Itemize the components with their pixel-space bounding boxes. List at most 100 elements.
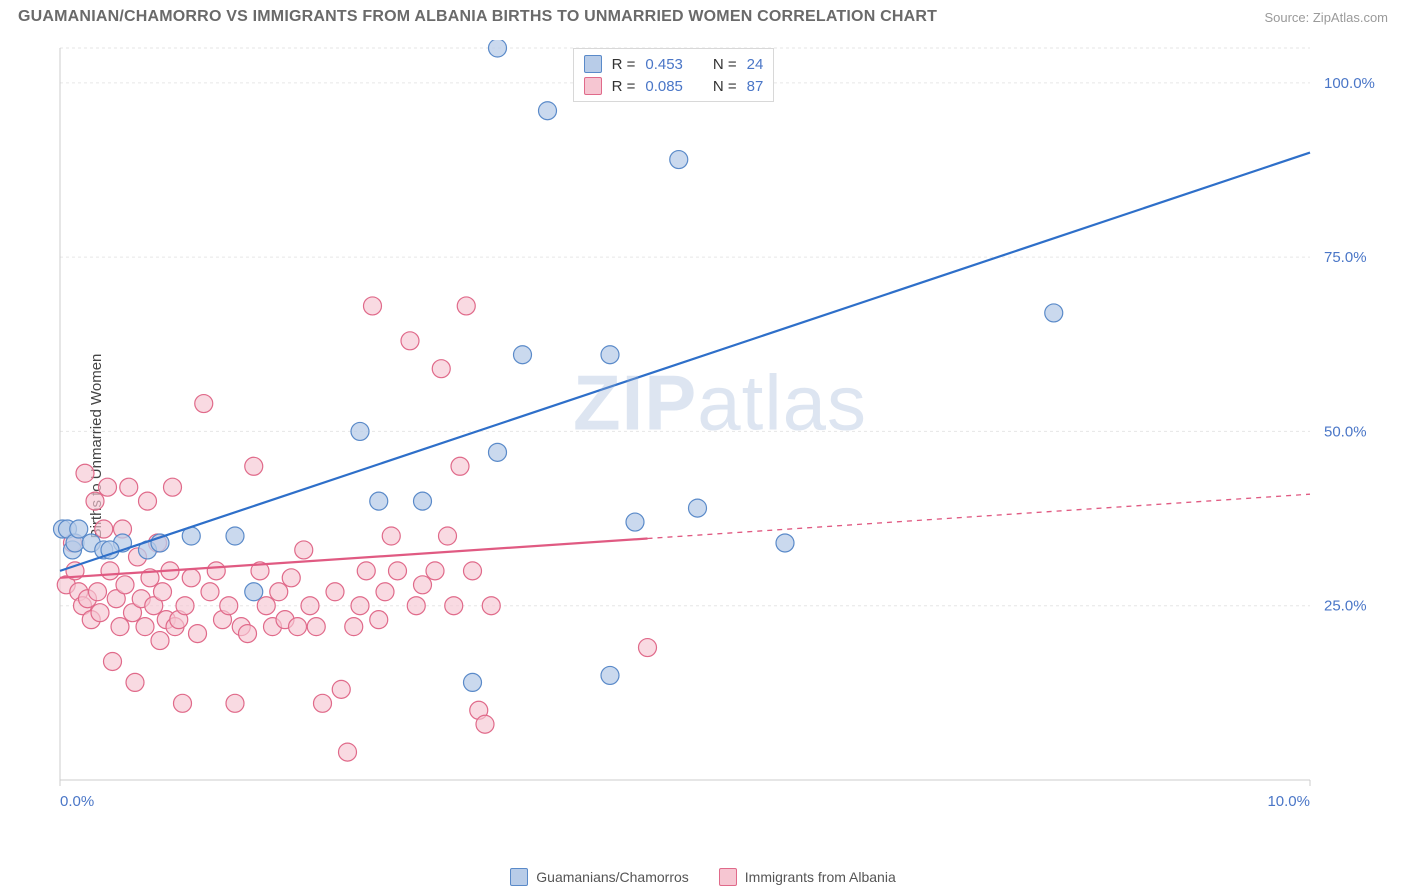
data-point — [226, 694, 244, 712]
data-point — [376, 583, 394, 601]
title-bar: GUAMANIAN/CHAMORRO VS IMMIGRANTS FROM AL… — [0, 0, 1406, 26]
data-point — [189, 625, 207, 643]
data-point — [95, 520, 113, 538]
data-point — [70, 520, 88, 538]
n-value: 87 — [747, 78, 764, 95]
legend-swatch — [719, 868, 737, 886]
data-point — [339, 743, 357, 761]
data-point — [195, 395, 213, 413]
data-point — [89, 583, 107, 601]
data-point — [514, 346, 532, 364]
r-value: 0.453 — [645, 56, 683, 73]
data-point — [176, 597, 194, 615]
data-point — [426, 562, 444, 580]
data-point — [139, 492, 157, 510]
stats-legend-row: R = 0.085 N = 87 — [584, 75, 764, 97]
n-label: N = — [713, 78, 737, 95]
data-point — [414, 576, 432, 594]
data-point — [670, 151, 688, 169]
data-point — [626, 513, 644, 531]
data-point — [326, 583, 344, 601]
data-point — [601, 666, 619, 684]
data-point — [432, 360, 450, 378]
chart-area: 25.0%50.0%75.0%100.0%0.0%10.0% ZIPatlas … — [50, 40, 1390, 830]
data-point — [601, 346, 619, 364]
data-point — [151, 632, 169, 650]
x-tick-label: 10.0% — [1267, 793, 1310, 810]
data-point — [439, 527, 457, 545]
data-point — [639, 639, 657, 657]
r-label: R = — [612, 78, 636, 95]
data-point — [257, 597, 275, 615]
data-point — [239, 625, 257, 643]
data-point — [101, 562, 119, 580]
data-point — [345, 618, 363, 636]
data-point — [489, 443, 507, 461]
r-label: R = — [612, 56, 636, 73]
data-point — [332, 680, 350, 698]
data-point — [295, 541, 313, 559]
data-point — [776, 534, 794, 552]
data-point — [414, 492, 432, 510]
data-point — [464, 673, 482, 691]
data-point — [154, 583, 172, 601]
data-point — [445, 597, 463, 615]
data-point — [476, 715, 494, 733]
y-tick-label: 25.0% — [1324, 598, 1367, 615]
data-point — [116, 576, 134, 594]
stats-legend: R = 0.453 N = 24 R = 0.085 N = 87 — [573, 48, 775, 102]
data-point — [201, 583, 219, 601]
n-value: 24 — [747, 56, 764, 73]
data-point — [451, 457, 469, 475]
data-point — [351, 422, 369, 440]
regression-line-dashed — [648, 494, 1311, 538]
legend-item: Immigrants from Albania — [719, 868, 896, 886]
chart-title: GUAMANIAN/CHAMORRO VS IMMIGRANTS FROM AL… — [18, 8, 937, 26]
data-point — [539, 102, 557, 120]
data-point — [270, 583, 288, 601]
data-point — [407, 597, 425, 615]
data-point — [401, 332, 419, 350]
legend-label: Immigrants from Albania — [745, 869, 896, 885]
y-tick-label: 75.0% — [1324, 249, 1367, 266]
y-tick-label: 50.0% — [1324, 423, 1367, 440]
data-point — [245, 457, 263, 475]
legend-swatch — [510, 868, 528, 886]
data-point — [282, 569, 300, 587]
data-point — [307, 618, 325, 636]
data-point — [245, 583, 263, 601]
data-point — [389, 562, 407, 580]
data-point — [120, 478, 138, 496]
data-point — [226, 527, 244, 545]
data-point — [370, 611, 388, 629]
data-point — [382, 527, 400, 545]
data-point — [314, 694, 332, 712]
data-point — [689, 499, 707, 517]
data-point — [136, 618, 154, 636]
data-point — [370, 492, 388, 510]
data-point — [351, 597, 369, 615]
x-tick-label: 0.0% — [60, 793, 94, 810]
data-point — [464, 562, 482, 580]
data-point — [91, 604, 109, 622]
stats-legend-row: R = 0.453 N = 24 — [584, 53, 764, 75]
r-value: 0.085 — [645, 78, 683, 95]
n-label: N = — [713, 56, 737, 73]
data-point — [357, 562, 375, 580]
data-point — [220, 597, 238, 615]
series-legend: Guamanians/Chamorros Immigrants from Alba… — [0, 868, 1406, 886]
scatter-chart: 25.0%50.0%75.0%100.0%0.0%10.0% — [50, 40, 1390, 830]
data-point — [104, 652, 122, 670]
data-point — [457, 297, 475, 315]
data-point — [164, 478, 182, 496]
legend-label: Guamanians/Chamorros — [536, 869, 689, 885]
data-point — [207, 562, 225, 580]
data-point — [76, 464, 94, 482]
data-point — [174, 694, 192, 712]
data-point — [111, 618, 129, 636]
legend-swatch — [584, 77, 602, 95]
data-point — [301, 597, 319, 615]
data-point — [482, 597, 500, 615]
data-point — [1045, 304, 1063, 322]
data-point — [182, 569, 200, 587]
